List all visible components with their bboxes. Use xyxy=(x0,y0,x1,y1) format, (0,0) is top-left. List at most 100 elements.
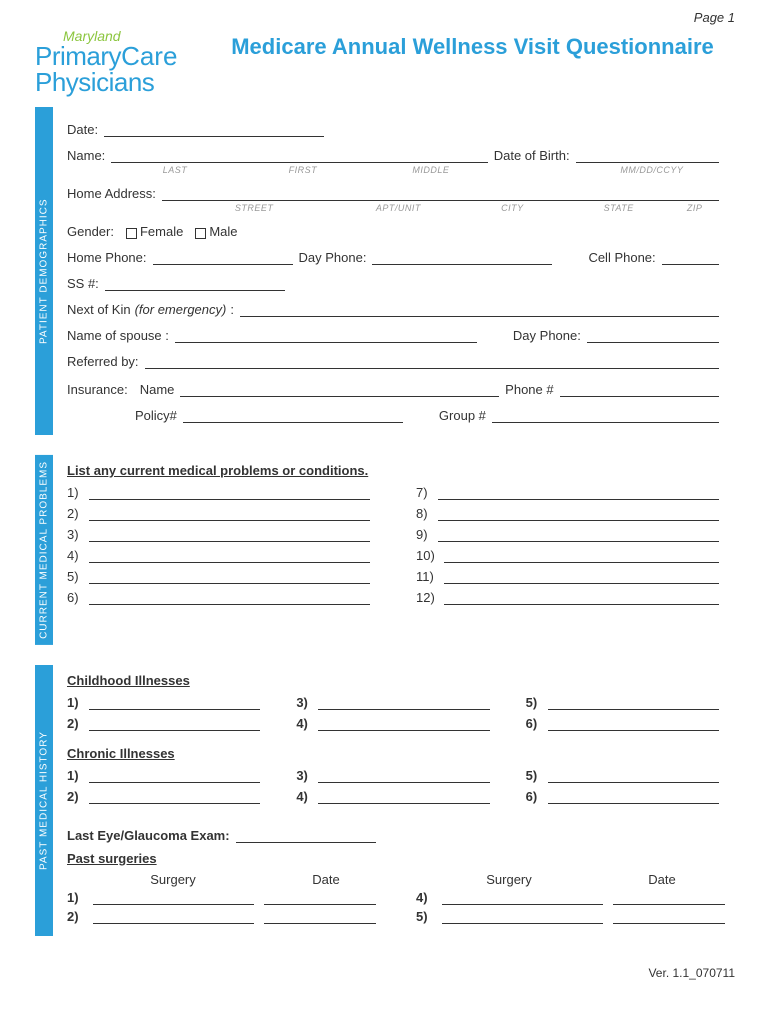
heading-childhood: Childhood Illnesses xyxy=(67,673,725,688)
label-eye-exam: Last Eye/Glaucoma Exam: xyxy=(67,828,230,843)
field-spouse[interactable] xyxy=(175,327,477,343)
hint-last: LAST xyxy=(111,165,239,175)
section-problems: CURRENT MEDICAL PROBLEMS List any curren… xyxy=(35,455,735,645)
label-policy: Policy# xyxy=(135,408,177,423)
num: 1) xyxy=(67,768,87,783)
field-surgery-date[interactable] xyxy=(613,909,725,924)
num: 8) xyxy=(416,506,436,521)
field-childhood[interactable] xyxy=(89,694,260,710)
col-date: Date xyxy=(263,872,389,887)
field-chronic[interactable] xyxy=(89,788,260,804)
field-childhood[interactable] xyxy=(89,715,260,731)
field-problem[interactable] xyxy=(438,526,719,542)
num: 7) xyxy=(416,485,436,500)
field-problem[interactable] xyxy=(438,484,719,500)
field-eye-exam[interactable] xyxy=(236,827,376,843)
num: 6) xyxy=(526,789,546,804)
section-demographics: PATIENT DEMOGRAPHICS Date: Name: Date of… xyxy=(35,107,735,435)
checkbox-female[interactable] xyxy=(126,228,137,239)
label-referred: Referred by: xyxy=(67,354,139,369)
field-chronic[interactable] xyxy=(318,767,489,783)
label-male: Male xyxy=(209,224,237,239)
heading-chronic: Chronic Illnesses xyxy=(67,746,725,761)
col-surgery: Surgery xyxy=(419,872,599,887)
field-chronic[interactable] xyxy=(548,767,719,783)
field-address[interactable] xyxy=(162,185,719,201)
field-day-phone[interactable] xyxy=(372,249,552,265)
field-ins-phone[interactable] xyxy=(560,381,719,397)
field-next-kin[interactable] xyxy=(240,301,719,317)
label-next-kin-note: (for emergency) xyxy=(135,302,227,317)
hint-dob: MM/DD/CCYY xyxy=(579,165,725,175)
field-childhood[interactable] xyxy=(318,694,489,710)
field-problem[interactable] xyxy=(89,568,370,584)
field-date[interactable] xyxy=(104,121,324,137)
label-insurance: Insurance: xyxy=(67,382,128,397)
hint-apt: APT/UNIT xyxy=(345,203,451,213)
field-ins-name[interactable] xyxy=(180,381,499,397)
num: 4) xyxy=(296,716,316,731)
field-problem[interactable] xyxy=(438,505,719,521)
num: 5) xyxy=(526,768,546,783)
field-surgery[interactable] xyxy=(93,909,254,924)
field-surgery-date[interactable] xyxy=(613,890,725,905)
problems-col-right: 7) 8) 9) 10) 11) 12) xyxy=(416,484,725,610)
num: 2) xyxy=(67,716,87,731)
version-label: Ver. 1.1_070711 xyxy=(35,966,735,980)
field-problem[interactable] xyxy=(89,526,370,542)
field-surgery-date[interactable] xyxy=(264,890,376,905)
field-home-phone[interactable] xyxy=(153,249,293,265)
num: 1) xyxy=(67,890,83,905)
field-surgery-date[interactable] xyxy=(264,909,376,924)
field-problem[interactable] xyxy=(444,547,719,563)
field-problem[interactable] xyxy=(444,568,719,584)
label-next-kin: Next of Kin xyxy=(67,302,131,317)
num: 11) xyxy=(416,569,442,584)
field-problem[interactable] xyxy=(89,505,370,521)
field-chronic[interactable] xyxy=(89,767,260,783)
field-surgery[interactable] xyxy=(442,890,603,905)
num: 2) xyxy=(67,909,83,924)
field-chronic[interactable] xyxy=(548,788,719,804)
sidebar-problems: CURRENT MEDICAL PROBLEMS xyxy=(35,455,53,645)
field-childhood[interactable] xyxy=(548,694,719,710)
field-name[interactable] xyxy=(111,147,487,163)
field-problem[interactable] xyxy=(89,547,370,563)
field-surgery[interactable] xyxy=(93,890,254,905)
field-problem[interactable] xyxy=(89,589,370,605)
checkbox-male[interactable] xyxy=(195,228,206,239)
page-number: Page 1 xyxy=(35,10,735,25)
hint-middle: MIDDLE xyxy=(367,165,495,175)
field-problem[interactable] xyxy=(89,484,370,500)
sidebar-demographics: PATIENT DEMOGRAPHICS xyxy=(35,107,53,435)
label-gender: Gender: xyxy=(67,224,114,239)
sidebar-history: PAST MEDICAL HISTORY xyxy=(35,665,53,936)
logo-line2: Physicians xyxy=(35,69,190,95)
num: 4) xyxy=(296,789,316,804)
logo: Maryland PrimaryCare Physicians xyxy=(35,29,190,95)
page-title: Medicare Annual Wellness Visit Questionn… xyxy=(210,33,735,62)
field-group[interactable] xyxy=(492,407,719,423)
label-day-phone: Day Phone: xyxy=(299,250,367,265)
field-policy[interactable] xyxy=(183,407,403,423)
col-date: Date xyxy=(599,872,725,887)
field-dob[interactable] xyxy=(576,147,719,163)
label-spouse-phone: Day Phone: xyxy=(513,328,581,343)
field-surgery[interactable] xyxy=(442,909,603,924)
label-group: Group # xyxy=(439,408,486,423)
label-female: Female xyxy=(140,224,183,239)
field-childhood[interactable] xyxy=(318,715,489,731)
field-problem[interactable] xyxy=(444,589,719,605)
num: 5) xyxy=(67,569,87,584)
num: 2) xyxy=(67,789,87,804)
section-history: PAST MEDICAL HISTORY Childhood Illnesses… xyxy=(35,665,735,936)
field-childhood[interactable] xyxy=(548,715,719,731)
field-cell-phone[interactable] xyxy=(662,249,719,265)
field-chronic[interactable] xyxy=(318,788,489,804)
label-date: Date: xyxy=(67,122,98,137)
field-referred[interactable] xyxy=(145,353,719,369)
field-ss[interactable] xyxy=(105,275,285,291)
header: Maryland PrimaryCare Physicians Medicare… xyxy=(35,29,735,95)
col-surgery: Surgery xyxy=(83,872,263,887)
field-spouse-phone[interactable] xyxy=(587,327,719,343)
